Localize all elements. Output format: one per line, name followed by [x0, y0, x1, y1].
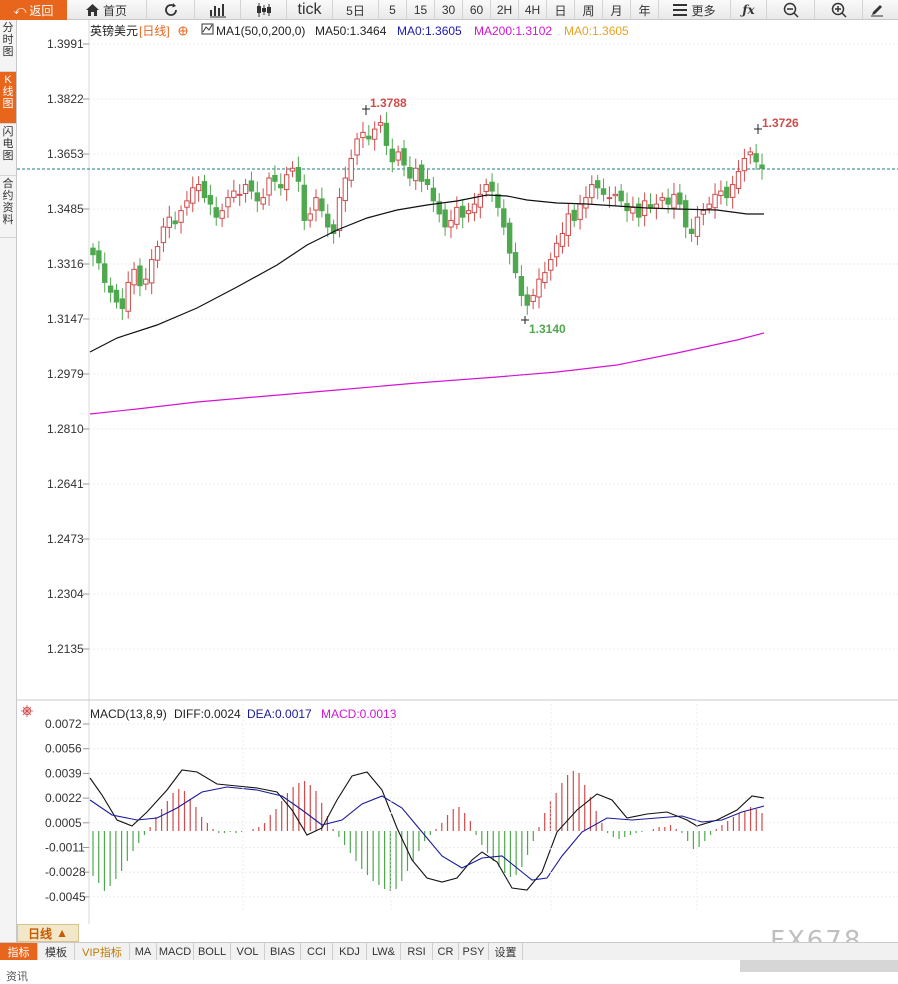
indicator-tab-0[interactable]: 指标 [0, 943, 38, 960]
caret-up-icon: ▲ [56, 926, 68, 940]
back-arrow-icon: ⤺ [14, 3, 27, 18]
period-button-4[interactable]: 2H [491, 0, 519, 20]
y-tick-label: 1.3991 [47, 37, 84, 51]
indicator-tab-10[interactable]: LW& [367, 943, 401, 960]
y-tick-label: 1.2304 [47, 587, 84, 601]
footer-scrollbar[interactable] [740, 960, 898, 972]
sidebar-item-flash[interactable]: 闪电图 [0, 124, 16, 176]
macd-y-tick-label: 0.0005 [45, 816, 82, 830]
indicator-tab-14[interactable]: 设置 [489, 943, 523, 960]
period-button-2[interactable]: 30 [435, 0, 463, 20]
recent-high-label: 1.3726 [762, 116, 799, 130]
indicator-tab-4[interactable]: MACD [157, 943, 194, 960]
menu-icon [673, 4, 687, 16]
y-tick-label: 1.3485 [47, 202, 84, 216]
pencil-icon [870, 3, 884, 17]
home-button[interactable]: 首页 [67, 0, 147, 20]
indicator-tab-11[interactable]: RSI [401, 943, 433, 960]
period-tag: [日线] [139, 24, 170, 38]
refresh-icon [163, 2, 179, 18]
indicator-tab-3[interactable]: MA [130, 943, 157, 960]
sidebar-item-contract[interactable]: 合约资料 [0, 176, 16, 238]
high-price-label: 1.3788 [370, 96, 407, 110]
indicator-tab-6[interactable]: VOL [231, 943, 265, 960]
chart-type-button[interactable] [195, 0, 241, 20]
five-day-button[interactable]: 5日 [333, 0, 379, 20]
period-button-3[interactable]: 60 [463, 0, 491, 20]
tick-button[interactable]: tick [287, 0, 333, 20]
kline-chart[interactable]: 英镑美元 [日线] MA1(50,0,200,0) MA50:1.3464 MA… [17, 20, 898, 924]
macd-y-tick-label: -0.0028 [45, 865, 86, 879]
zoom-out-button[interactable] [767, 0, 815, 20]
period-button-0[interactable]: 5 [379, 0, 407, 20]
macd-y-tick-label: -0.0011 [45, 841, 85, 855]
footer-label: 资讯 [6, 968, 28, 984]
period-selector[interactable]: 日线 ▲ [17, 924, 79, 942]
ma0-value-b: MA0:1.3605 [564, 24, 629, 38]
draw-button[interactable] [863, 0, 891, 20]
indicator-tab-9[interactable]: KDJ [333, 943, 367, 960]
macd-y-tick-label: 0.0039 [45, 766, 82, 780]
sidebar-item-timeline[interactable]: 分时图 [0, 20, 16, 72]
indicator-tab-8[interactable]: CCI [301, 943, 333, 960]
bar-chart-icon [209, 2, 227, 18]
ma50-value: MA50:1.3464 [315, 24, 387, 38]
y-tick-label: 1.2473 [47, 532, 84, 546]
fx-icon: ƒx [742, 3, 754, 17]
indicator-tab-7[interactable]: BIAS [265, 943, 301, 960]
symbol-name: 英镑美元 [90, 23, 138, 38]
candlestick-button[interactable] [241, 0, 287, 20]
y-tick-label: 1.2979 [47, 367, 84, 381]
ma-indicator-label: MA1(50,0,200,0) [216, 24, 305, 38]
y-tick-label: 1.2641 [47, 477, 84, 491]
indicator-tab-1[interactable]: 模板 [38, 943, 75, 960]
macd-label: MACD(13,8,9) [90, 707, 167, 721]
candlestick-icon [255, 2, 273, 18]
indicator-tab-13[interactable]: PSY [459, 943, 489, 960]
y-tick-label: 1.3653 [47, 147, 84, 161]
indicator-tab-2[interactable]: VIP指标 [75, 943, 130, 960]
macd-dea-value: DEA:0.0017 [247, 707, 312, 721]
y-tick-label: 1.2810 [47, 422, 84, 436]
zoom-out-icon [783, 2, 799, 18]
settings-icon[interactable] [179, 27, 187, 35]
period-button-1[interactable]: 15 [407, 0, 435, 20]
formula-button[interactable]: ƒx [731, 0, 767, 20]
refresh-button[interactable] [147, 0, 195, 20]
zoom-in-button[interactable] [815, 0, 863, 20]
zoom-in-icon [831, 2, 847, 18]
y-tick-label: 1.3316 [47, 257, 84, 271]
back-button[interactable]: ⤺ 返回 [0, 0, 67, 20]
period-button-9[interactable]: 年 [631, 0, 659, 20]
macd-y-tick-label: 0.0022 [45, 791, 82, 805]
y-tick-label: 1.2135 [47, 642, 84, 656]
period-button-6[interactable]: 日 [547, 0, 575, 20]
period-button-5[interactable]: 4H [519, 0, 547, 20]
sidebar-item-kline[interactable]: K线图 [0, 72, 16, 124]
macd-y-tick-label: 0.0056 [45, 742, 82, 756]
macd-diff-value: DIFF:0.0024 [174, 707, 241, 721]
low-price-label: 1.3140 [529, 322, 566, 336]
period-button-7[interactable]: 周 [575, 0, 603, 20]
ma200-value: MA200:1.3102 [474, 24, 552, 38]
home-icon [86, 4, 99, 16]
y-tick-label: 1.3147 [47, 312, 84, 326]
indicator-tab-5[interactable]: BOLL [194, 943, 231, 960]
indicator-tab-12[interactable]: CR [433, 943, 459, 960]
ma0-value-a: MA0:1.3605 [397, 24, 462, 38]
period-button-8[interactable]: 月 [603, 0, 631, 20]
left-sidebar: 分时图 K线图 闪电图 合约资料 [0, 20, 17, 946]
macd-y-tick-label: 0.0072 [45, 717, 82, 731]
more-button[interactable]: 更多 [659, 0, 731, 20]
y-tick-label: 1.3822 [47, 92, 84, 106]
macd-y-tick-label: -0.0045 [45, 890, 86, 904]
macd-macd-value: MACD:0.0013 [321, 707, 397, 721]
